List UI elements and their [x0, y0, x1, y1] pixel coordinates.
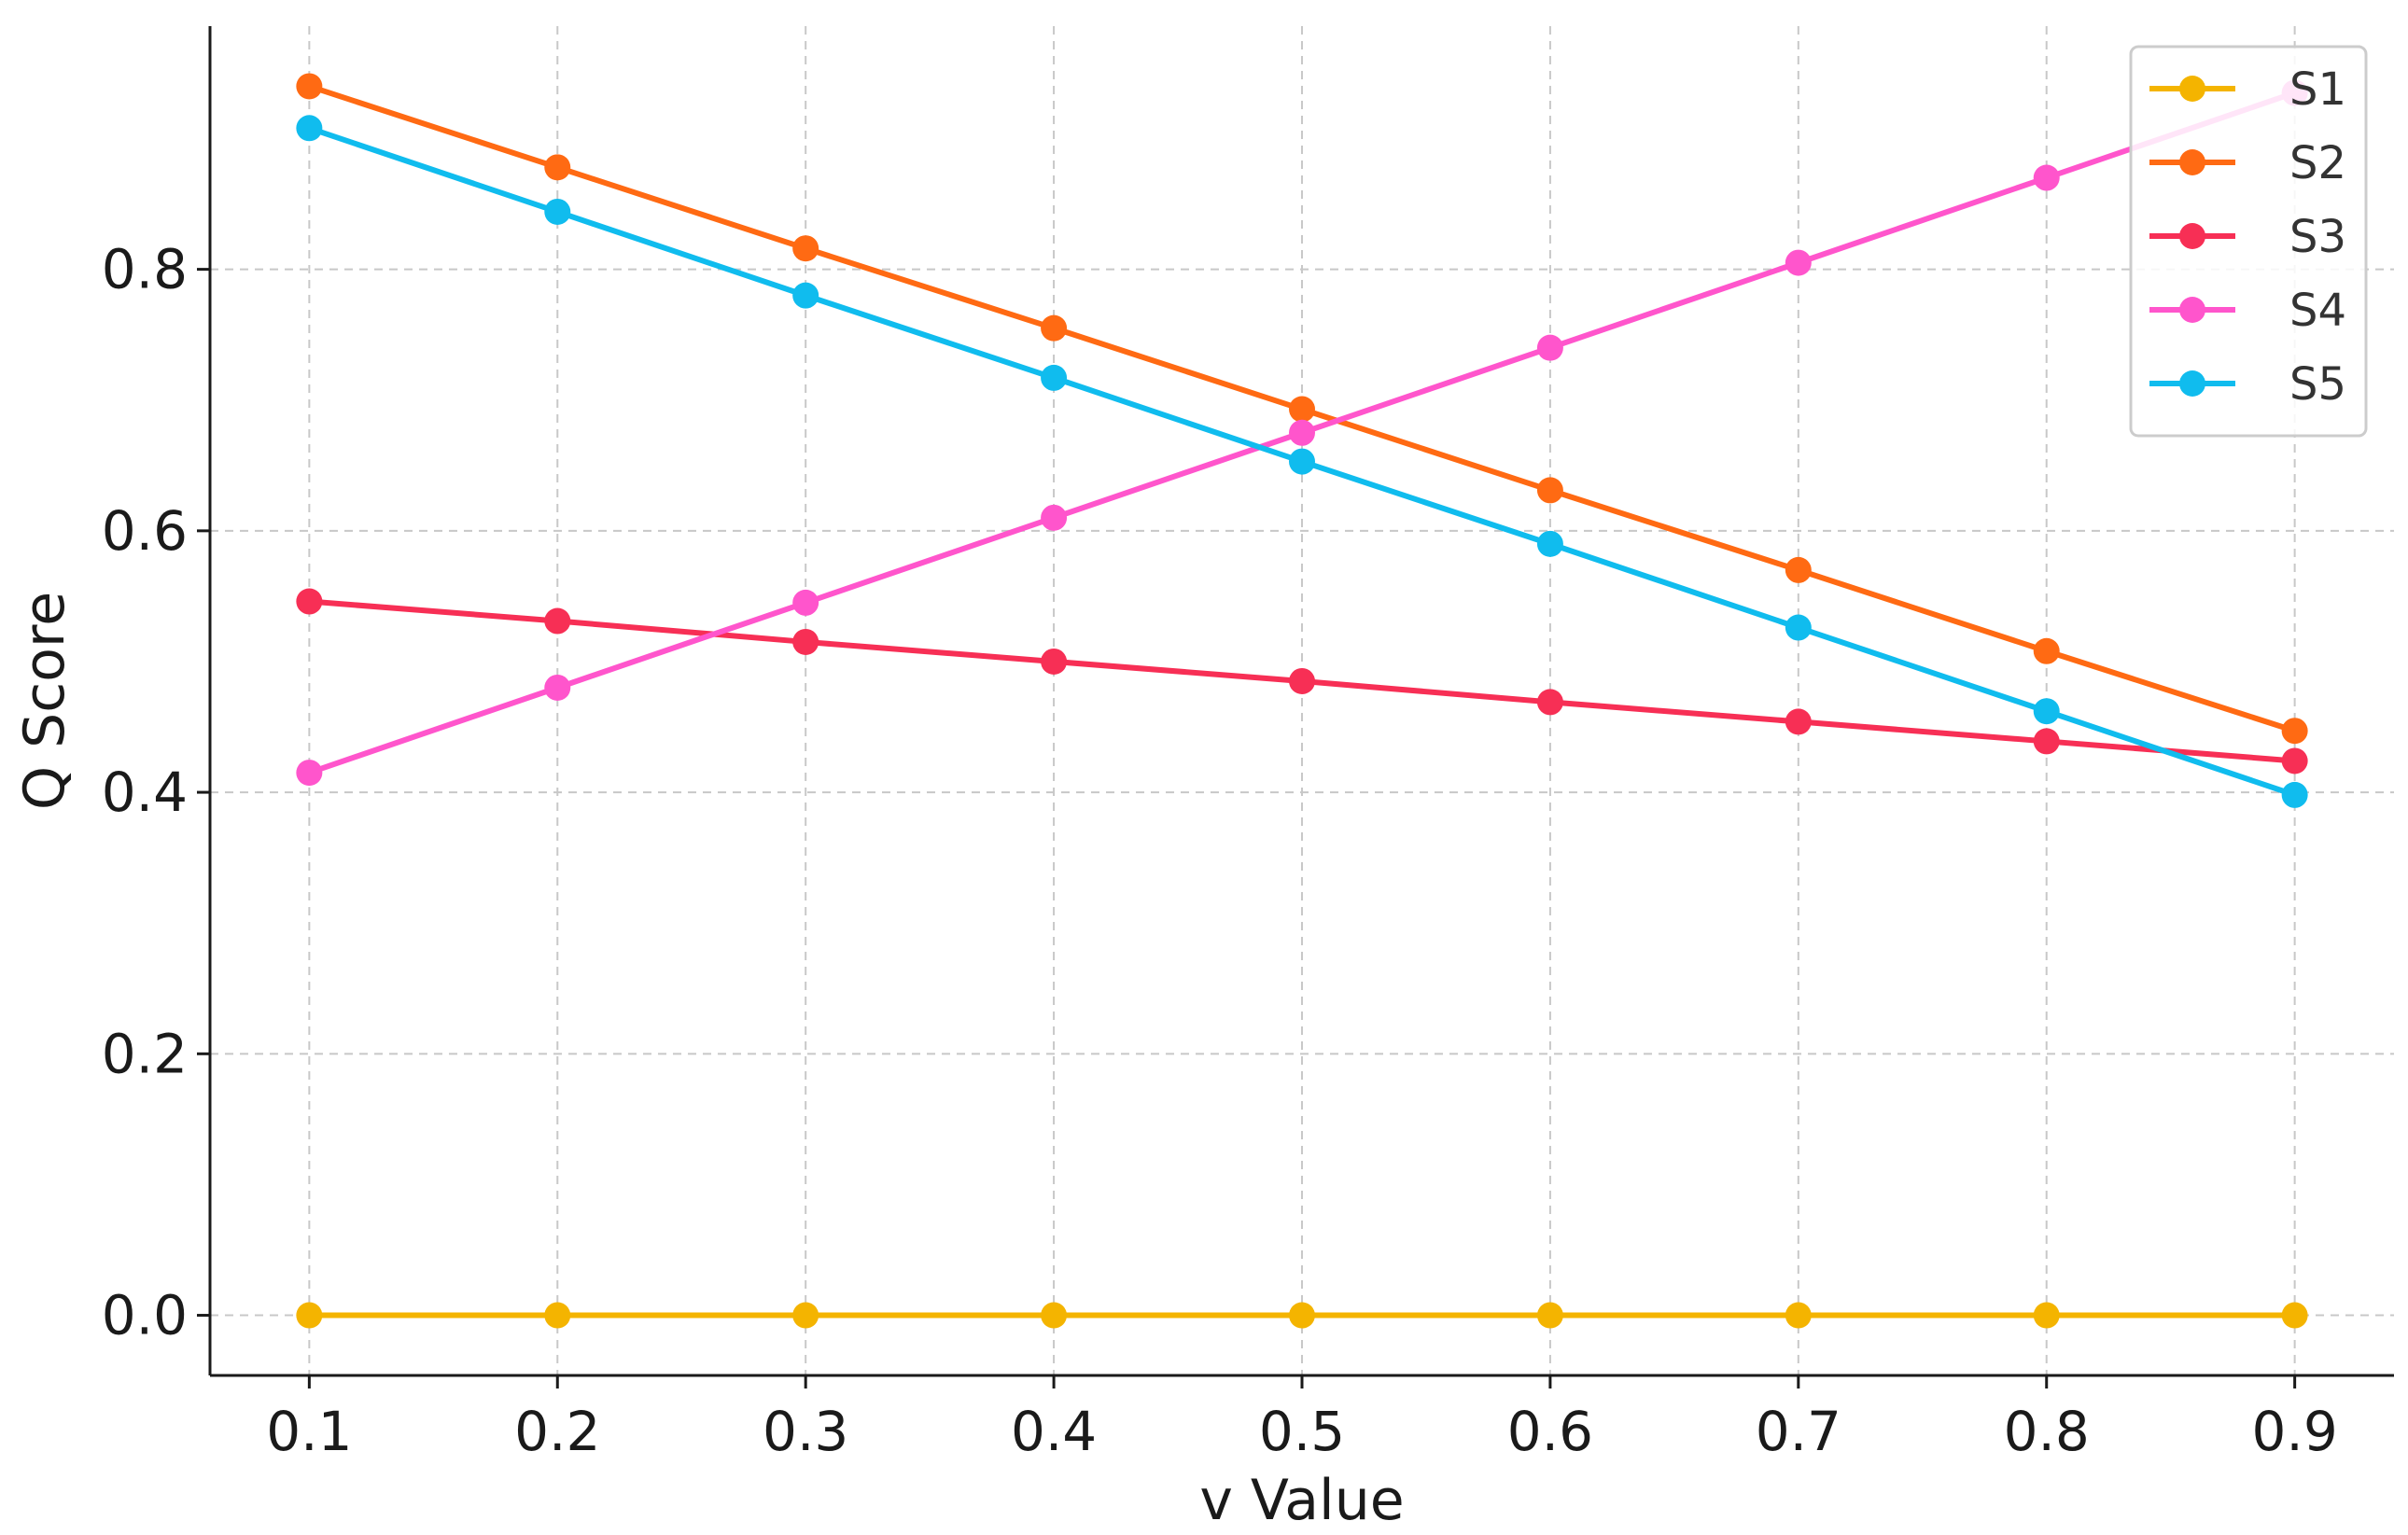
- data-point-s1: [1289, 1302, 1315, 1329]
- legend: S1 S2 S3 S4 S5: [2129, 45, 2368, 438]
- data-point-s5: [544, 198, 571, 225]
- legend-label: S4: [2289, 285, 2346, 337]
- data-point-s2: [1041, 314, 1068, 342]
- legend-label: S1: [2289, 63, 2346, 116]
- legend-marker: [2179, 76, 2205, 102]
- x-tick-label: 0.2: [514, 1400, 600, 1463]
- data-point-s4: [1041, 504, 1068, 531]
- series-group: [296, 73, 2308, 1329]
- legend-item-s3: S3: [2149, 211, 2346, 263]
- data-point-s2: [1289, 396, 1315, 423]
- x-tick-label: 0.6: [1507, 1400, 1593, 1463]
- data-point-s3: [544, 607, 571, 635]
- x-tick-label: 0.1: [266, 1400, 352, 1463]
- data-point-s5: [1785, 614, 1812, 641]
- legend-marker: [2179, 149, 2205, 175]
- x-tick-label: 0.7: [1756, 1400, 1841, 1463]
- data-point-s4: [1289, 419, 1315, 446]
- data-point-s5: [2033, 698, 2060, 725]
- legend-label: S3: [2289, 211, 2346, 263]
- data-point-s4: [2033, 164, 2060, 191]
- x-tick-label: 0.8: [2004, 1400, 2090, 1463]
- legend-label: S5: [2289, 358, 2346, 411]
- data-point-s3: [1289, 667, 1315, 694]
- data-point-s4: [296, 760, 323, 787]
- data-point-s3: [1785, 708, 1812, 735]
- legend-item-s2: S2: [2149, 137, 2346, 189]
- y-tick-label: 0.0: [102, 1284, 188, 1347]
- series-s5: [296, 115, 2308, 808]
- series-s2: [296, 73, 2308, 745]
- series-s1: [296, 1302, 2308, 1329]
- data-point-s3: [1041, 648, 1068, 675]
- legend-item-s4: S4: [2149, 285, 2346, 337]
- data-point-s3: [296, 588, 323, 615]
- y-tick-label: 0.4: [102, 761, 188, 824]
- x-tick-label: 0.5: [1259, 1400, 1345, 1463]
- x-tick-label: 0.3: [763, 1400, 848, 1463]
- y-axis-title: Q Score: [12, 592, 77, 810]
- x-tick-label: 0.9: [2252, 1400, 2338, 1463]
- grid: [210, 26, 2394, 1375]
- data-point-s3: [2281, 747, 2308, 774]
- data-point-s2: [296, 73, 323, 100]
- data-point-s1: [544, 1302, 571, 1329]
- axes: [197, 26, 2394, 1388]
- legend-label: S2: [2289, 137, 2346, 189]
- data-point-s5: [1289, 448, 1315, 475]
- data-point-s1: [1536, 1302, 1563, 1329]
- y-tick-label: 0.2: [102, 1022, 188, 1085]
- data-point-s5: [2281, 781, 2308, 808]
- legend-marker: [2179, 370, 2205, 397]
- data-point-s5: [1041, 364, 1068, 391]
- data-point-s1: [792, 1302, 819, 1329]
- series-s3: [296, 588, 2308, 774]
- data-point-s2: [544, 154, 571, 181]
- data-point-s2: [2281, 718, 2308, 745]
- data-point-s1: [1785, 1302, 1812, 1329]
- y-tick-label: 0.8: [102, 238, 188, 301]
- data-point-s2: [1536, 477, 1563, 504]
- data-point-s4: [1536, 334, 1563, 361]
- data-point-s2: [1785, 556, 1812, 583]
- data-point-s1: [296, 1302, 323, 1329]
- data-point-s1: [1041, 1302, 1068, 1329]
- legend-marker: [2179, 223, 2205, 249]
- data-point-s4: [544, 674, 571, 701]
- data-point-s4: [1785, 249, 1812, 276]
- data-point-s1: [2281, 1302, 2308, 1329]
- tick-labels: 0.1 0.2 0.3 0.4 0.5 0.6 0.7 0.8 0.9 0.0 0.2 0.4 0.6 0…: [102, 238, 2338, 1463]
- data-point-s3: [792, 628, 819, 655]
- data-point-s5: [296, 115, 323, 142]
- data-point-s3: [1536, 689, 1563, 716]
- legend-item-s1: S1: [2149, 63, 2346, 116]
- data-point-s1: [2033, 1302, 2060, 1329]
- legend-item-s5: S5: [2149, 358, 2346, 411]
- data-point-s2: [2033, 637, 2060, 664]
- data-point-s4: [792, 589, 819, 616]
- data-point-s2: [792, 235, 819, 262]
- x-axis-title: v Value: [1199, 1468, 1404, 1533]
- data-point-s5: [1536, 530, 1563, 557]
- y-tick-label: 0.6: [102, 499, 188, 563]
- data-point-s3: [2033, 728, 2060, 755]
- legend-marker: [2179, 297, 2205, 323]
- data-point-s5: [792, 282, 819, 309]
- legend-box: [2129, 45, 2368, 438]
- x-tick-label: 0.4: [1011, 1400, 1097, 1463]
